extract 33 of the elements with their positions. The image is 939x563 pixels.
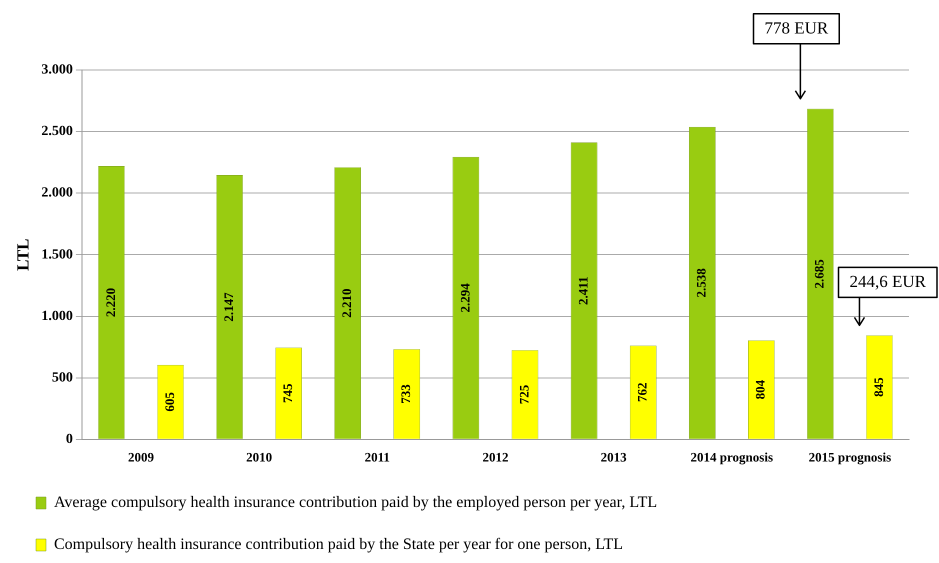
data-label: 2.220 — [102, 288, 118, 318]
y-tick-label: 3.000 — [41, 62, 73, 78]
y-tick-label: 1.000 — [41, 308, 73, 324]
data-label: 845 — [870, 376, 886, 397]
data-label: 2.538 — [694, 268, 709, 298]
legend-label: Average compulsory health insurance contribution paid by the employed person per year, LTL — [54, 494, 658, 512]
y-tick-label: 0 — [66, 432, 73, 448]
data-label: 605 — [162, 392, 177, 412]
x-tick-label: 2010 — [246, 450, 272, 465]
data-label: 2.210 — [339, 288, 354, 318]
x-tick-label: 2011 — [364, 450, 390, 465]
data-label: 804 — [752, 379, 768, 400]
y-axis-title: LTL — [14, 238, 33, 271]
data-label: 733 — [398, 384, 414, 404]
y-tick-label: 2.000 — [41, 186, 73, 201]
x-tick-label: 2013 — [600, 450, 628, 465]
x-tick-label: 2014 prognosis — [690, 450, 774, 465]
data-label: 745 — [280, 383, 296, 404]
data-label: 2.294 — [457, 282, 472, 313]
x-tick-label: 2012 — [482, 450, 508, 465]
y-tick-label: 2.500 — [41, 124, 73, 140]
legend-label: Compulsory health insurance contribution paid by the State per year for one person, LTL — [54, 536, 624, 554]
data-label: 725 — [516, 384, 532, 404]
data-label: 762 — [634, 382, 650, 402]
data-label: 2.411 — [575, 276, 590, 305]
data-label: 2.685 — [812, 258, 827, 288]
data-label: 2.147 — [220, 292, 236, 322]
x-tick-label: 2009 — [128, 450, 154, 465]
x-tick-label: 2015 prognosis — [808, 450, 892, 465]
annotation: 244,6 EUR — [850, 272, 927, 291]
text: 778 EUR — [764, 18, 829, 38]
y-tick-label: 1.500 — [41, 247, 73, 262]
y-tick-label: 500 — [52, 370, 73, 386]
